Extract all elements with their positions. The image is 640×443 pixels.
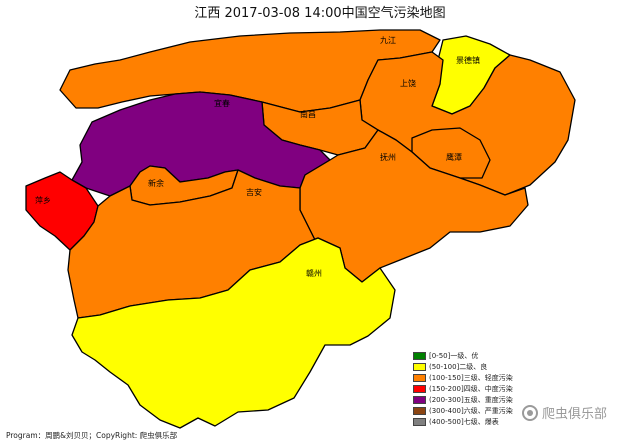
legend-swatch xyxy=(413,407,426,415)
map-title: 江西 2017-03-08 14:00中国空气污染地图 xyxy=(194,6,446,21)
label-ganzhou: 赣州 xyxy=(306,268,322,278)
watermark: 爬虫俱乐部 xyxy=(522,403,607,422)
legend: [0-50]一级、优 (50-100]二级、良 (100-150]三级、轻度污染… xyxy=(413,351,513,428)
wechat-logo-icon xyxy=(522,404,538,421)
legend-label: (50-100]二级、良 xyxy=(429,363,488,371)
label-fuzhou: 抚州 xyxy=(380,152,396,162)
legend-swatch xyxy=(413,418,426,426)
legend-swatch xyxy=(413,385,426,393)
footer-credits: Program：周鹏&刘贝贝；CopyRight: 爬虫俱乐部 xyxy=(6,431,178,440)
legend-swatch xyxy=(413,374,426,382)
legend-label: (200-300]五级、重度污染 xyxy=(429,396,513,404)
legend-item: [0-50]一级、优 xyxy=(413,351,513,361)
label-shangrao: 上饶 xyxy=(400,78,416,88)
legend-item: (100-150]三级、轻度污染 xyxy=(413,373,513,383)
legend-item: (50-100]二级、良 xyxy=(413,362,513,372)
label-nanchang: 南昌 xyxy=(300,109,316,119)
legend-item: (200-300]五级、重度污染 xyxy=(413,395,513,405)
watermark-text: 爬虫俱乐部 xyxy=(542,407,608,422)
label-yichun: 宜春 xyxy=(214,98,230,108)
legend-item: (300-400]六级、严重污染 xyxy=(413,406,513,416)
legend-label: [0-50]一级、优 xyxy=(429,352,479,360)
legend-item: (400-500]七级、爆表 xyxy=(413,417,513,427)
legend-label: (400-500]七级、爆表 xyxy=(429,418,499,426)
legend-swatch xyxy=(413,352,426,360)
label-jiujiang: 九江 xyxy=(380,36,396,45)
label-yingtan: 鹰潭 xyxy=(446,152,462,162)
label-jingdezhen: 景德镇 xyxy=(456,55,480,65)
legend-label: (150-200]四级、中度污染 xyxy=(429,385,513,393)
legend-swatch xyxy=(413,396,426,404)
legend-label: (300-400]六级、严重污染 xyxy=(429,407,513,415)
legend-item: (150-200]四级、中度污染 xyxy=(413,384,513,394)
label-pingxiang: 萍乡 xyxy=(35,195,51,205)
label-xinyu: 新余 xyxy=(148,178,164,188)
label-jian: 吉安 xyxy=(246,187,262,197)
legend-label: (100-150]三级、轻度污染 xyxy=(429,374,513,382)
legend-swatch xyxy=(413,363,426,371)
region-ganzhou[interactable] xyxy=(71,237,396,429)
